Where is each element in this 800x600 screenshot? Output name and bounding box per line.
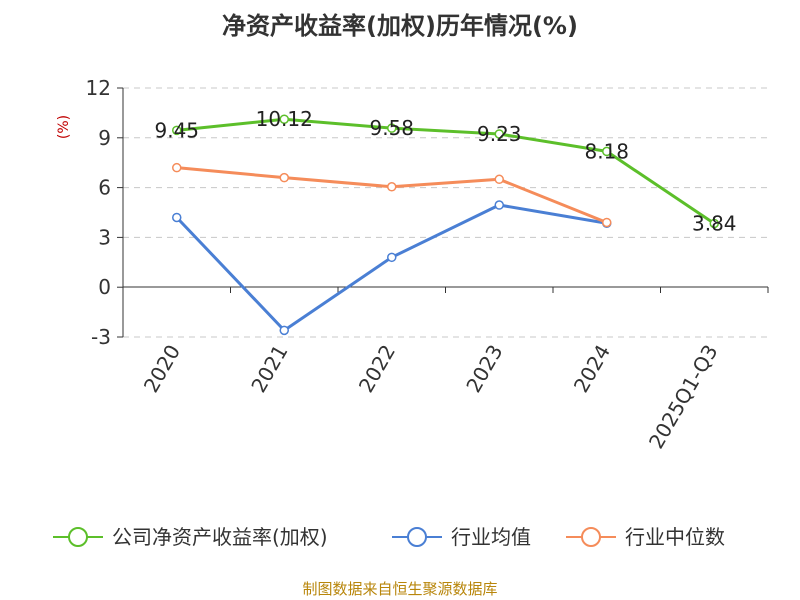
series-lines	[172, 114, 719, 336]
data-point	[279, 325, 289, 336]
data-point	[172, 212, 182, 223]
data-point	[387, 182, 397, 192]
x-tick-label: 2022	[354, 341, 400, 397]
data-point	[709, 218, 719, 229]
legend-marker	[407, 527, 427, 547]
x-tick-label: 2025Q1-Q3	[644, 341, 723, 453]
data-point	[172, 125, 182, 136]
data-point	[279, 172, 289, 183]
x-tick-label: 2020	[139, 341, 185, 397]
gridlines	[123, 87, 768, 338]
y-tick-label: -3	[91, 325, 111, 349]
legend-marker	[68, 527, 88, 547]
data-label: 9.23	[477, 122, 522, 146]
legend[interactable]: 公司净资产收益率(加权) 行业均值 行业中位数	[53, 525, 725, 549]
x-tick-label: 2021	[246, 341, 292, 397]
y-tick-label: 9	[98, 126, 111, 150]
series-line	[176, 117, 716, 225]
data-point	[387, 252, 397, 263]
x-tick-label: 2024	[569, 341, 615, 397]
data-label: 9.45	[154, 118, 199, 142]
legend-item-label[interactable]: 行业中位数	[625, 525, 725, 549]
source-note: 制图数据来自恒生聚源数据库	[302, 580, 497, 598]
data-label: 9.58	[369, 116, 414, 140]
y-tick-label: 3	[98, 225, 111, 249]
data-label: 8.18	[584, 139, 629, 163]
data-label: 10.12	[256, 107, 313, 131]
series-line	[176, 166, 608, 224]
data-point	[387, 123, 397, 133]
y-tick-label: 6	[98, 176, 111, 200]
legend-item-label[interactable]: 公司净资产收益率(加权)	[112, 525, 328, 549]
x-tick-label: 2023	[461, 341, 507, 397]
data-labels: 9.45 10.12 9.58 9.23 8.18 3.84	[154, 107, 736, 235]
data-point	[494, 129, 504, 139]
data-point	[494, 200, 504, 210]
y-tick-label: 0	[98, 275, 111, 299]
y-tick-label: 12	[86, 76, 111, 100]
data-point	[602, 217, 612, 228]
series-line	[175, 203, 608, 332]
data-point	[494, 174, 504, 185]
chart-title: 净资产收益率(加权)历年情况(%)	[222, 12, 578, 40]
y-axis-unit: (%)	[56, 115, 72, 139]
data-label: 3.84	[692, 211, 737, 235]
data-point	[279, 114, 289, 124]
legend-marker	[581, 527, 601, 547]
data-point	[172, 162, 182, 173]
legend-item-label[interactable]: 行业均值	[451, 525, 531, 549]
data-point	[602, 146, 612, 157]
